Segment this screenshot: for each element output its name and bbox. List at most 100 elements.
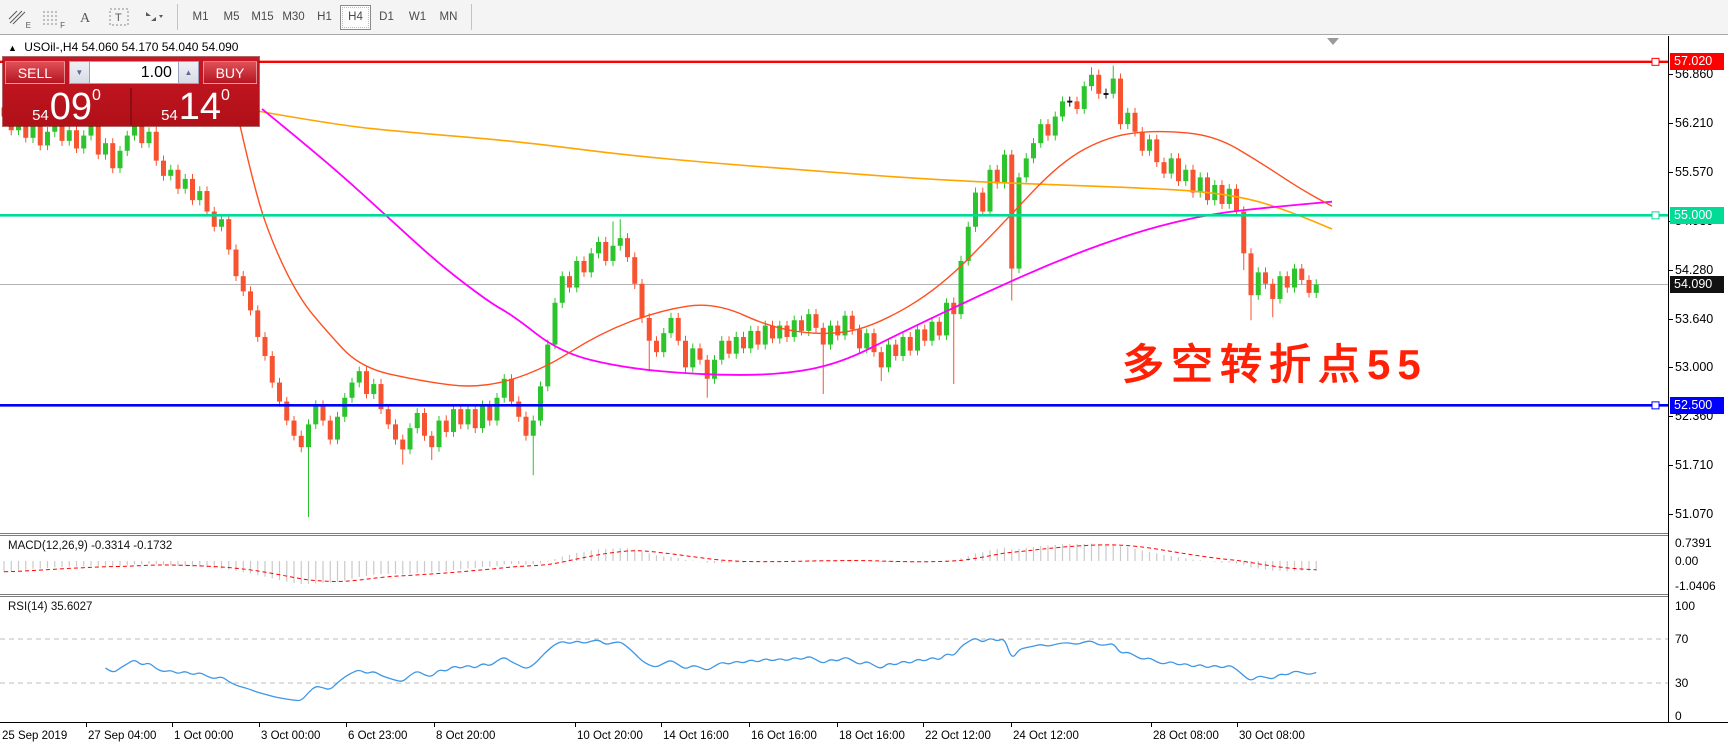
symbol-name: USOil-,H4 — [24, 40, 79, 54]
fibonacci-retracement-icon-letter: F — [60, 21, 65, 30]
text-label-icon[interactable]: T — [104, 4, 134, 30]
buy-price-integer: 54 — [161, 107, 178, 124]
toolbar-separator — [177, 4, 178, 30]
rsi-label: RSI(14) 35.6027 — [8, 601, 93, 613]
timeframe-button-m5[interactable]: M5 — [223, 11, 240, 23]
line-handle[interactable] — [1651, 57, 1660, 66]
svg-text:A: A — [80, 11, 91, 25]
sell-price-cents: 09 — [49, 86, 93, 128]
line-handle[interactable] — [1651, 401, 1660, 410]
price-tick-label: 51.070 — [1675, 507, 1714, 522]
time-tick — [346, 723, 347, 727]
sell-button[interactable]: SELL — [5, 61, 65, 84]
equidistant-channel-icon-letter: E — [25, 21, 31, 30]
equidistant-channel-icon[interactable]: E — [2, 4, 32, 30]
line-handle[interactable] — [1651, 211, 1660, 220]
ma-mid-magenta — [261, 108, 1333, 376]
buy-button[interactable]: BUY — [202, 61, 257, 84]
buy-price-pip: 0 — [221, 87, 230, 104]
time-label: 28 Oct 08:00 — [1153, 730, 1219, 742]
macd-canvas[interactable] — [0, 536, 1668, 594]
timeframe-button-m15[interactable]: M15 — [251, 11, 274, 23]
buy-price[interactable]: 54 14 0 — [132, 87, 259, 126]
chart-shift-marker-icon[interactable] — [1327, 38, 1339, 45]
macd-axis-label: -1.0406 — [1675, 578, 1716, 593]
price-tick — [1669, 318, 1673, 320]
symbol-collapse-icon[interactable]: ▲ — [8, 43, 17, 53]
time-label: 14 Oct 16:00 — [663, 730, 729, 742]
main-chart-pane[interactable] — [0, 36, 1668, 533]
rsi-axis-label: 0 — [1675, 709, 1682, 723]
time-label: 30 Oct 08:00 — [1239, 730, 1305, 742]
volume-input[interactable] — [89, 61, 178, 84]
sell-price[interactable]: 54 09 0 — [3, 86, 130, 128]
time-tick — [1151, 723, 1152, 727]
macd-pane[interactable]: MACD(12,26,9) -0.3314 -0.1732 — [0, 536, 1668, 594]
main-chart-canvas[interactable] — [0, 36, 1668, 533]
rsi-pane[interactable]: RSI(14) 35.6027 — [0, 597, 1668, 722]
timeframe-button-mn[interactable]: MN — [439, 11, 458, 23]
pane-separator[interactable] — [0, 533, 1728, 536]
time-label: 22 Oct 12:00 — [925, 730, 991, 742]
timeframe-button-h1[interactable]: H1 — [317, 11, 332, 23]
time-label: 27 Sep 04:00 — [88, 730, 157, 742]
timeframe-button-w1[interactable]: W1 — [408, 11, 427, 23]
time-label: 25 Sep 2019 — [2, 730, 68, 742]
time-tick — [434, 723, 435, 727]
price-line-label: 52.500 — [1670, 396, 1724, 414]
macd-histogram — [3, 543, 1317, 585]
toolbar-separator — [471, 4, 472, 30]
toolbar: E F A T M1 M5 M15 M30 H1 H4 D1 W1 MN — [0, 0, 1728, 35]
price-tick — [1669, 123, 1673, 125]
rsi-canvas[interactable] — [0, 597, 1668, 722]
timeframe-button-m30[interactable]: M30 — [282, 11, 305, 23]
macd-label: MACD(12,26,9) -0.3314 -0.1732 — [8, 540, 173, 552]
price-tick — [1669, 172, 1673, 174]
price-line-label: 54.090 — [1670, 276, 1724, 294]
time-label: 16 Oct 16:00 — [751, 730, 817, 742]
time-tick — [172, 723, 173, 727]
time-label: 24 Oct 12:00 — [1013, 730, 1079, 742]
price-axis[interactable]: 56.86056.21055.57054.93054.28053.64053.0… — [1669, 36, 1728, 723]
price-tick — [1669, 416, 1673, 417]
price-tick — [1669, 74, 1673, 75]
price-tick-label: 51.710 — [1675, 458, 1714, 473]
price-line-label: 57.020 — [1670, 53, 1724, 71]
bar-open: 54.060 — [81, 40, 119, 54]
timeframe-button-h4[interactable]: H4 — [340, 4, 371, 30]
price-tick — [1669, 514, 1673, 516]
time-axis[interactable]: 25 Sep 2019 27 Sep 04:00 1 Oct 00:00 3 Oct … — [0, 722, 1728, 750]
time-tick — [837, 723, 838, 727]
timeframe-button-m1[interactable]: M1 — [192, 11, 209, 23]
text-icon[interactable]: A — [70, 4, 100, 30]
svg-text:T: T — [115, 12, 122, 24]
ma-slow-orange — [258, 110, 1333, 230]
volume-decrease-button[interactable]: ▼ — [68, 61, 90, 84]
pane-separator[interactable] — [0, 594, 1728, 597]
time-label: 6 Oct 23:00 — [348, 730, 408, 742]
time-tick — [923, 723, 924, 727]
arrow-tools-icon[interactable] — [138, 4, 168, 30]
fibonacci-retracement-icon[interactable]: F — [36, 4, 66, 30]
trade-panel-divider — [130, 88, 132, 125]
volume-increase-button[interactable]: ▲ — [177, 61, 199, 84]
time-label: 10 Oct 20:00 — [577, 730, 643, 742]
candlesticks — [1, 65, 1319, 518]
time-tick — [661, 723, 662, 727]
bar-close: 54.090 — [201, 40, 239, 54]
sell-price-integer: 54 — [32, 107, 49, 124]
time-tick — [1237, 723, 1238, 727]
price-tick-label: 55.570 — [1675, 165, 1714, 180]
timeframe-button-d1[interactable]: D1 — [379, 11, 394, 23]
sell-price-pip: 0 — [92, 87, 101, 104]
price-tick-label: 53.000 — [1675, 360, 1714, 375]
time-tick — [749, 723, 750, 727]
time-label: 3 Oct 00:00 — [261, 730, 321, 742]
ma-fast-red — [237, 116, 1333, 387]
price-tick-label: 56.860 — [1675, 67, 1714, 81]
price-axis-border — [1668, 36, 1669, 722]
rsi-axis-label: 70 — [1675, 632, 1689, 646]
time-tick — [86, 723, 87, 727]
